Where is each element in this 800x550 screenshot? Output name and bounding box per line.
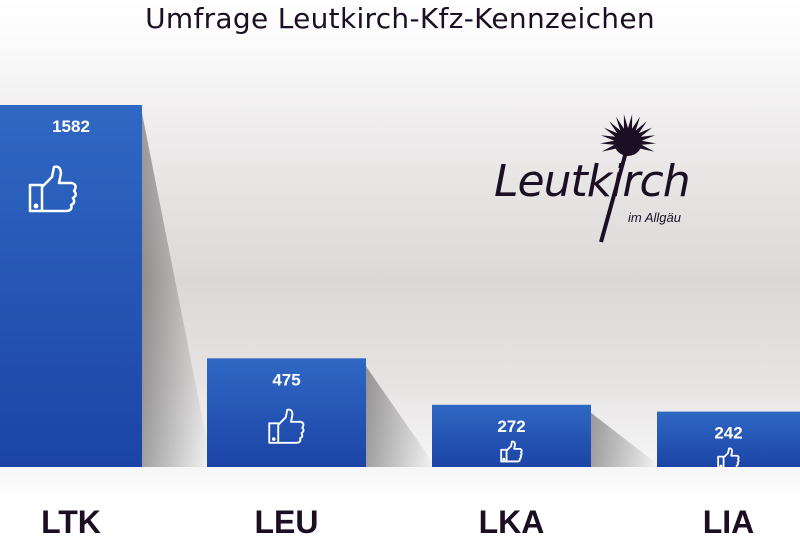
bar-lia [657,411,800,467]
bar-shadow [366,366,436,467]
bar-shadow [142,113,212,467]
category-label: LKA [479,504,545,540]
logo-subtitle: im Allgäu [628,210,681,225]
chart-title: Umfrage Leutkirch-Kfz-Kennzeichen [145,2,655,35]
category-label: LTK [41,504,101,540]
value-label: 272 [497,417,525,436]
value-label: 475 [272,370,300,389]
bar-lka [432,404,591,467]
logo-name: Leutkirch [494,156,691,207]
category-label: LEU [255,504,319,540]
palm-icon [599,114,656,243]
thumbs-up-icon [717,447,740,470]
category-label: LIA [703,504,755,540]
value-label: 1582 [52,117,90,136]
thumbs-up-icon [268,408,305,444]
bar-shadow [591,412,661,467]
leutkirch-logo: Leutkirch im Allgäu [488,112,698,252]
bar-ltk [0,105,142,467]
value-label: 242 [714,424,742,443]
thumbs-up-icon [28,165,77,213]
thumbs-up-icon [500,440,523,463]
